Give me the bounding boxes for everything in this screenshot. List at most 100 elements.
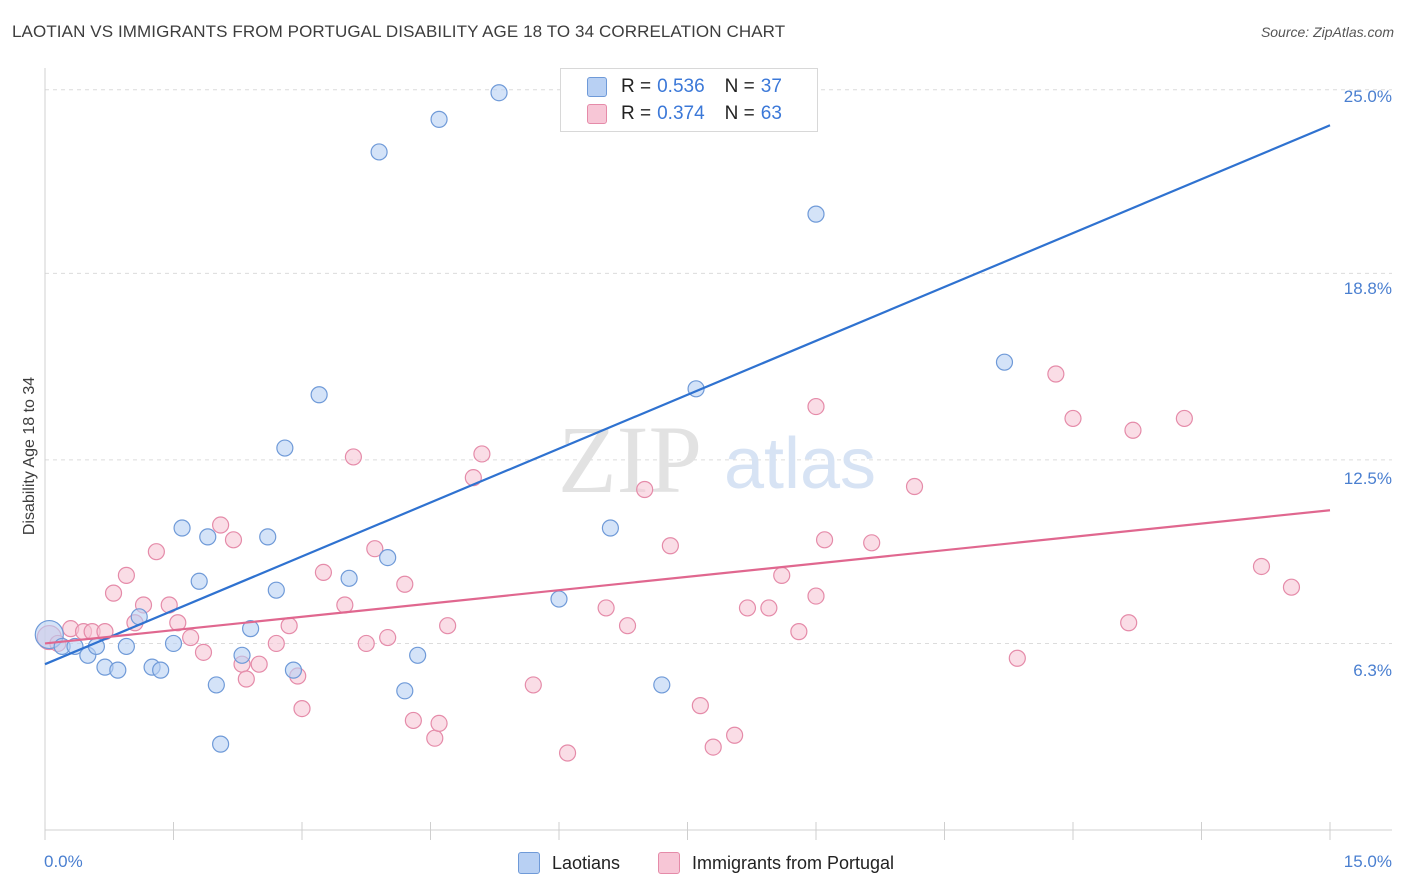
x-tick-label-min: 0.0%	[44, 852, 83, 871]
portugal-point	[212, 516, 230, 534]
portugal-point	[597, 599, 615, 617]
portugal-point	[905, 477, 924, 496]
legend-r-label: R =	[621, 103, 652, 124]
legend-n-value: 63	[760, 103, 782, 124]
portugal-point	[430, 714, 448, 733]
portugal-point	[336, 596, 354, 614]
laotians-point	[276, 439, 294, 457]
laotians-point	[409, 646, 427, 664]
legend-swatch-blue	[587, 77, 607, 97]
portugal-point	[558, 744, 577, 762]
stats-legend: R = 0.536 N = 37 R = 0.374 N = 63	[560, 68, 818, 132]
portugal-point	[439, 617, 457, 635]
laotians-point	[267, 581, 285, 599]
portugal-point	[1064, 409, 1082, 428]
portugal-point	[1175, 409, 1193, 428]
portugal-point	[1008, 649, 1026, 667]
laotians-point	[550, 590, 568, 608]
y-tick-label: 6.3%	[1353, 661, 1392, 680]
portugal-point	[807, 587, 825, 605]
bottom-legend-label: Immigrants from Portugal	[692, 852, 895, 873]
portugal-point	[815, 531, 834, 549]
legend-row-laotians: R = 0.536 N = 37	[587, 75, 782, 99]
y-tick-label: 25.0%	[1343, 87, 1392, 106]
portugal-point	[661, 537, 679, 555]
portugal-point	[396, 575, 414, 593]
laotians-point	[173, 519, 191, 537]
portugal-point	[344, 448, 362, 466]
laotians-point	[284, 661, 303, 679]
portugal-point	[1047, 365, 1065, 383]
portugal-point	[773, 566, 791, 584]
laotians-point	[233, 646, 251, 664]
trend-lines	[44, 124, 1331, 666]
laotians-trend-line	[44, 124, 1331, 666]
bottom-legend-label: Laotians	[552, 852, 621, 873]
portugal-point	[237, 670, 255, 688]
bottom-legend-swatch-pink	[658, 852, 680, 874]
portugal-point	[250, 655, 268, 673]
portugal-point	[704, 738, 722, 756]
y-tick-label: 12.5%	[1343, 469, 1392, 488]
portugal-point	[379, 628, 397, 647]
portugal-point	[726, 726, 744, 744]
portugal-point	[224, 531, 243, 549]
portugal-point	[636, 480, 654, 499]
portugal-point	[760, 599, 778, 617]
laotians-point	[199, 528, 217, 546]
laotians-point	[430, 110, 448, 128]
laotians-point	[164, 634, 183, 653]
y-tick-label: 18.8%	[1343, 279, 1392, 298]
portugal-point	[618, 617, 637, 635]
legend-row-portugal: R = 0.374 N = 63	[587, 102, 782, 126]
bottom-legend-portugal: Immigrants from Portugal	[658, 852, 894, 874]
portugal-point	[524, 676, 542, 694]
portugal-point	[182, 628, 200, 647]
portugal-point	[147, 543, 165, 561]
watermark-zip: ZIP	[558, 406, 702, 513]
laotians-point	[490, 84, 508, 102]
laotians-point	[995, 353, 1014, 371]
laotians-point	[396, 682, 414, 700]
laotians-point	[653, 676, 671, 694]
axes	[44, 68, 1392, 840]
series-laotians-points	[34, 84, 1014, 753]
bottom-legend-swatch-blue	[518, 852, 540, 874]
laotians-point	[259, 528, 277, 546]
laotians-point	[807, 205, 825, 223]
bottom-legend-laotians: Laotians	[518, 852, 620, 874]
laotians-point	[109, 661, 127, 679]
portugal-point	[366, 540, 384, 558]
source-label: Source: ZipAtlas.com	[1260, 24, 1394, 40]
x-tick-label-max: 15.0%	[1343, 852, 1392, 871]
laotians-point	[242, 620, 260, 638]
portugal-point	[426, 729, 444, 747]
legend-r-value: 0.374	[657, 103, 705, 124]
portugal-point	[1282, 578, 1301, 596]
portugal-point	[267, 634, 285, 653]
portugal-point	[790, 623, 808, 641]
laotians-point	[117, 637, 135, 656]
grid-lines	[45, 89, 1392, 644]
laotians-point	[152, 661, 170, 679]
portugal-point	[807, 397, 825, 416]
watermark-atlas: atlas	[724, 424, 876, 504]
laotians-point	[212, 735, 230, 753]
portugal-trend-line	[44, 509, 1331, 645]
laotians-point	[190, 572, 208, 590]
laotians-point	[379, 548, 397, 567]
legend-r-label: R =	[621, 76, 652, 97]
legend-r-value: 0.536	[657, 76, 705, 97]
portugal-point	[1120, 614, 1138, 632]
portugal-point	[104, 584, 123, 602]
portugal-point	[1252, 557, 1271, 576]
laotians-point	[310, 386, 328, 404]
laotians-point	[370, 143, 388, 161]
portugal-point	[357, 634, 375, 653]
portugal-point	[194, 643, 213, 661]
portugal-point	[691, 697, 709, 715]
portugal-point	[404, 711, 422, 730]
chart-title: LAOTIAN VS IMMIGRANTS FROM PORTUGAL DISA…	[12, 22, 786, 41]
legend-n-label: N =	[724, 76, 755, 97]
